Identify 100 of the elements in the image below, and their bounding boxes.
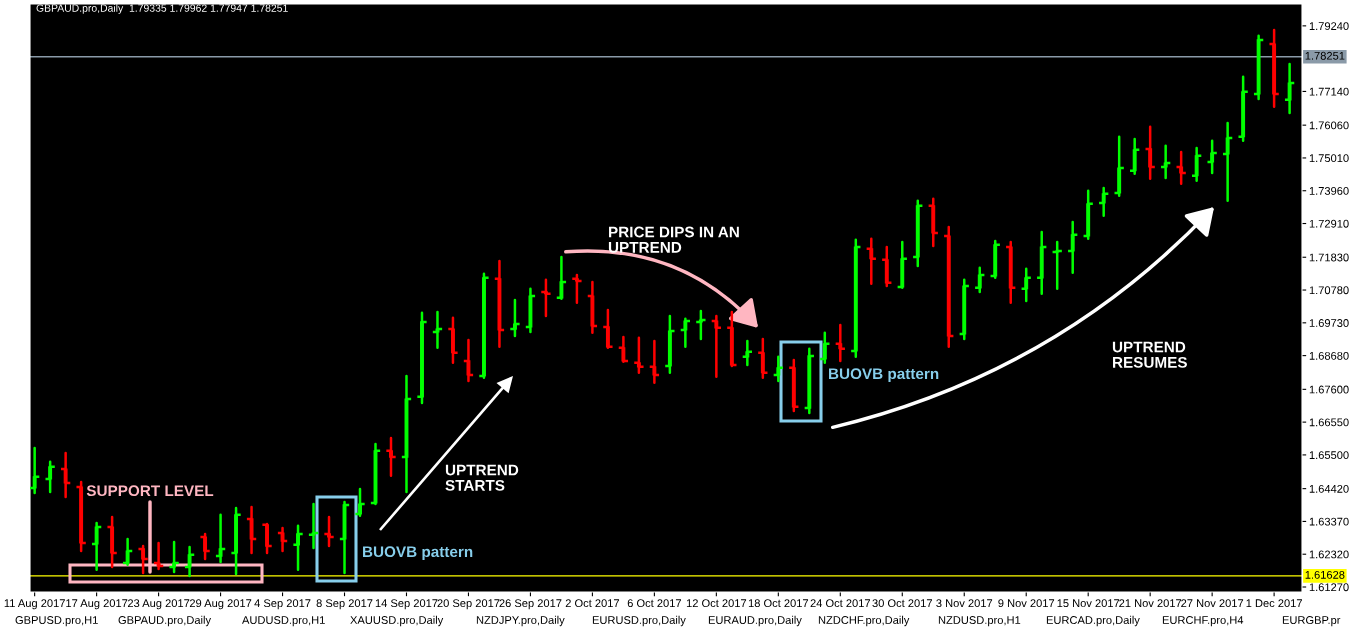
candlestick bbox=[1268, 28, 1281, 108]
candlestick bbox=[261, 522, 273, 555]
y-tick-label: 1.63370 bbox=[1309, 517, 1349, 526]
candlestick bbox=[1097, 186, 1110, 217]
candlestick bbox=[1035, 230, 1048, 296]
candlestick bbox=[849, 238, 862, 359]
x-tick-label: 17 Aug 2017 bbox=[66, 599, 128, 610]
y-tick-label: 1.71830 bbox=[1309, 253, 1349, 262]
x-tick-label: 3 Nov 2017 bbox=[936, 599, 993, 608]
candlestick bbox=[230, 506, 242, 576]
candlestick bbox=[416, 311, 428, 405]
candlestick bbox=[338, 500, 351, 575]
candlestick bbox=[617, 335, 630, 364]
candlestick bbox=[1206, 139, 1219, 175]
candlestick bbox=[725, 310, 738, 368]
candlestick bbox=[292, 524, 304, 572]
annotation: UPTREND RESUMES bbox=[1112, 341, 1187, 368]
x-tick-label: 11 Aug 2017 bbox=[4, 599, 65, 610]
candlestick bbox=[1175, 150, 1188, 186]
text: GBPUSD.pro,H1 bbox=[15, 616, 98, 627]
candlestick bbox=[1283, 62, 1296, 115]
candlestick bbox=[865, 237, 878, 286]
x-tick-label: 8 Sep 2017 bbox=[316, 599, 373, 610]
candlestick bbox=[1237, 75, 1250, 143]
candlestick bbox=[183, 545, 196, 578]
candlestick bbox=[586, 280, 599, 335]
x-tick-label: 23 Aug 2017 bbox=[127, 599, 190, 610]
candlestick bbox=[199, 532, 211, 561]
candlestick bbox=[493, 259, 506, 349]
candlestick bbox=[59, 451, 72, 499]
x-tick-label: 29 Aug 2017 bbox=[189, 599, 252, 610]
candlestick bbox=[462, 338, 475, 383]
x-tick-label: 20 Sep 2017 bbox=[437, 599, 500, 610]
y-tick-label: 1.66550 bbox=[1309, 418, 1349, 427]
annotation: PRICE DIPS IN AN UPTREND bbox=[608, 226, 739, 253]
candlestick bbox=[1113, 135, 1126, 197]
candlestick bbox=[121, 537, 134, 567]
y-tick-label: 1.61270 bbox=[1309, 583, 1349, 592]
x-tick-label: 21 Nov 2017 bbox=[1119, 599, 1182, 608]
candlestick bbox=[168, 540, 180, 574]
candlestick bbox=[710, 314, 723, 379]
y-tick-label: 1.76060 bbox=[1309, 121, 1349, 130]
text: AUDUSD.pro,H1 bbox=[242, 616, 325, 627]
candlestick bbox=[1128, 137, 1141, 176]
candlestick bbox=[509, 298, 521, 338]
candlestick bbox=[571, 273, 583, 305]
text: EURCAD.pro,Daily bbox=[1046, 615, 1140, 627]
candlestick bbox=[1221, 121, 1234, 202]
candlestick bbox=[75, 480, 88, 553]
candlestick bbox=[152, 541, 165, 571]
candlestick bbox=[989, 239, 1002, 280]
candlestick bbox=[354, 487, 366, 518]
candlestick bbox=[1066, 220, 1079, 275]
ref-line-label: 1.78251 bbox=[1305, 51, 1345, 60]
y-tick-label: 1.75010 bbox=[1309, 154, 1349, 163]
candlestick bbox=[927, 197, 940, 248]
candlestick bbox=[679, 317, 692, 349]
text: XAUUSD.pro,Daily bbox=[350, 615, 444, 627]
candlestick bbox=[756, 337, 769, 380]
x-tick-label: 18 Oct 2017 bbox=[748, 599, 809, 608]
candlestick bbox=[942, 225, 955, 349]
candlestick bbox=[741, 339, 754, 367]
x-tick-label: 27 Nov 2017 bbox=[1181, 599, 1244, 608]
candlestick bbox=[106, 515, 119, 569]
candlestick bbox=[911, 199, 924, 268]
x-tick-label: 4 Sep 2017 bbox=[254, 599, 311, 610]
candlestick bbox=[276, 526, 289, 553]
candlestick bbox=[385, 436, 397, 478]
text: GBPAUD.pro,Daily bbox=[118, 615, 212, 627]
y-tick-label: 1.69730 bbox=[1309, 319, 1349, 327]
candlestick bbox=[1020, 267, 1033, 303]
y-tick-label: 1.73960 bbox=[1309, 187, 1349, 195]
candlestick bbox=[958, 278, 971, 341]
x-tick-label: 26 Sep 2017 bbox=[499, 599, 562, 610]
y-tick-label: 1.79240 bbox=[1309, 22, 1349, 30]
text: EURAUD.pro,Daily bbox=[708, 615, 802, 627]
candlestick bbox=[880, 245, 893, 288]
chart-title: GBPAUD.pro,Daily 1.79335 1.79962 1.77947 1.78251 bbox=[36, 4, 288, 14]
candlestick bbox=[1082, 189, 1095, 241]
annotation: UPTREND STARTS bbox=[445, 464, 519, 491]
candlestick bbox=[973, 266, 986, 294]
text: NZDCHF.pro,Daily bbox=[818, 615, 910, 627]
candlestick bbox=[540, 278, 552, 318]
candlestick bbox=[431, 310, 444, 350]
candlestick bbox=[307, 502, 320, 550]
x-tick-label: 1 Dec 2017 bbox=[1246, 599, 1302, 608]
y-tick-label: 1.70780 bbox=[1309, 286, 1349, 295]
candlestick bbox=[245, 505, 258, 555]
candlestick bbox=[447, 316, 459, 365]
candlestick bbox=[1144, 125, 1157, 181]
candlestick bbox=[632, 336, 645, 375]
x-tick-label: 9 Nov 2017 bbox=[998, 599, 1055, 608]
candlestick bbox=[602, 308, 614, 350]
y-tick-label: 1.64420 bbox=[1309, 484, 1349, 493]
y-tick-label: 1.68680 bbox=[1309, 351, 1349, 360]
ref-line-label: 1.61628 bbox=[1305, 570, 1345, 579]
candlestick bbox=[400, 374, 413, 494]
candlestick bbox=[1159, 144, 1172, 180]
candlestick bbox=[1051, 240, 1064, 291]
annotation: SUPPORT LEVEL bbox=[86, 485, 214, 497]
